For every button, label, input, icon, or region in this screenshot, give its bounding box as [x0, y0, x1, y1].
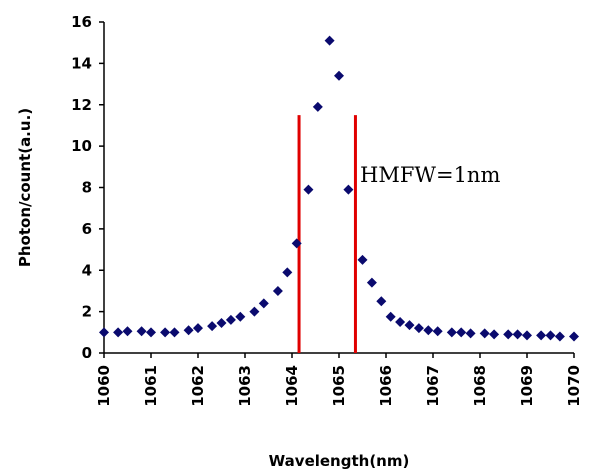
x-tick-label: 1066 — [377, 365, 395, 407]
data-point — [479, 328, 490, 339]
data-point — [291, 238, 302, 249]
data-point — [395, 316, 406, 327]
x-ticks: 1060 1061 1062 1063 1064 1065 1066 1067 1068 1069… — [95, 353, 583, 407]
x-tick-label: 1069 — [518, 365, 536, 407]
data-point — [324, 35, 335, 46]
y-tick-label: 4 — [82, 261, 92, 279]
data-point — [193, 323, 203, 334]
data-point — [160, 327, 171, 338]
data-point — [446, 327, 457, 338]
data-point — [512, 329, 523, 340]
data-point — [146, 327, 156, 338]
data-point — [554, 331, 565, 342]
y-tick-label: 8 — [82, 179, 92, 197]
data-point — [465, 328, 476, 339]
data-point — [183, 325, 194, 336]
data-point — [456, 327, 467, 338]
annotation-label: HMFW=1nm — [360, 163, 500, 187]
data-point — [122, 326, 133, 337]
data-point — [385, 311, 396, 322]
data-point — [366, 277, 377, 288]
y-axis-label: Photon/count(a.u.) — [16, 108, 34, 267]
data-point — [569, 331, 579, 342]
x-tick-label: 1063 — [236, 365, 254, 407]
x-tick-label: 1064 — [283, 365, 301, 407]
x-tick-label: 1070 — [565, 365, 583, 407]
data-point — [334, 70, 344, 81]
x-tick-label: 1062 — [189, 365, 207, 407]
data-point — [282, 267, 293, 278]
data-point — [216, 318, 227, 329]
y-tick-label: 12 — [71, 96, 92, 114]
data-point — [489, 329, 500, 340]
data-point — [272, 285, 283, 296]
data-point — [376, 296, 387, 307]
data-point — [169, 327, 180, 338]
data-points — [99, 35, 579, 342]
y-ticks: 0 2 4 6 8 10 12 14 16 — [71, 13, 104, 362]
data-point — [312, 101, 323, 112]
data-point — [235, 311, 246, 322]
data-point — [99, 327, 109, 338]
data-point — [545, 330, 556, 341]
y-tick-label: 6 — [82, 220, 92, 238]
x-tick-label: 1067 — [424, 365, 442, 407]
vertical-lines — [297, 115, 357, 353]
data-point — [357, 254, 368, 265]
y-tick-label: 16 — [71, 13, 92, 31]
data-point — [136, 326, 147, 337]
data-point — [225, 314, 236, 325]
data-point — [503, 329, 514, 340]
data-point — [303, 184, 314, 195]
x-axis-label: Wavelength(nm) — [269, 452, 410, 470]
data-point — [423, 325, 434, 336]
data-point — [249, 306, 260, 317]
x-tick-label: 1065 — [330, 365, 348, 407]
x-tick-label: 1068 — [471, 365, 489, 407]
data-point — [432, 326, 443, 337]
x-tick-label: 1061 — [142, 365, 160, 407]
y-tick-label: 0 — [82, 344, 92, 362]
y-tick-label: 10 — [71, 137, 92, 155]
data-point — [413, 323, 424, 334]
data-point — [113, 327, 124, 338]
y-tick-label: 14 — [71, 54, 92, 72]
x-tick-label: 1060 — [95, 365, 113, 407]
data-point — [404, 320, 415, 331]
y-tick-label: 2 — [82, 303, 92, 321]
data-point — [207, 321, 218, 332]
data-point — [258, 298, 269, 309]
data-point — [522, 330, 532, 341]
data-point — [536, 330, 547, 341]
data-point — [343, 184, 354, 195]
